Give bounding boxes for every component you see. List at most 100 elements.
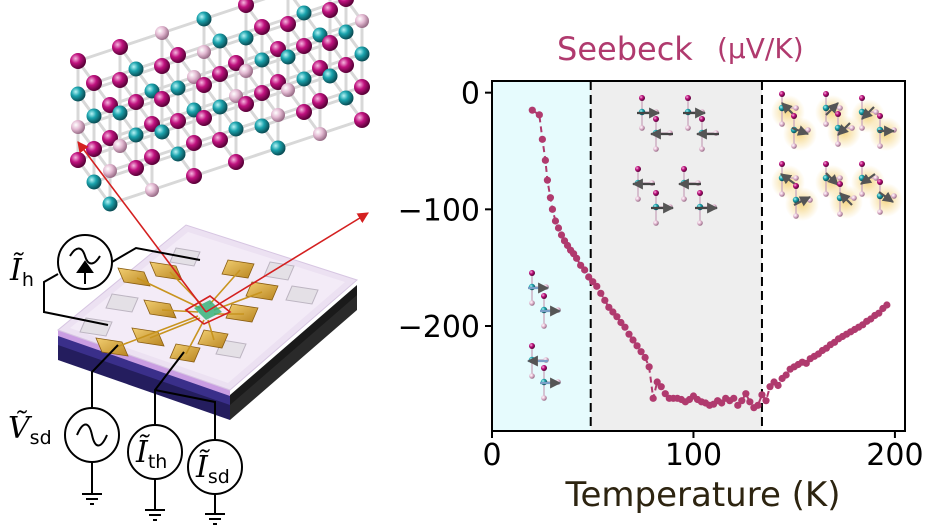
data-point <box>593 282 601 290</box>
atom <box>653 116 659 122</box>
atom <box>238 96 254 112</box>
atom <box>70 53 86 69</box>
data-point <box>548 205 557 213</box>
atom <box>823 161 829 167</box>
atom <box>354 46 370 62</box>
atom <box>891 193 897 199</box>
atom <box>112 39 128 55</box>
atom <box>823 91 829 97</box>
spin-arrow <box>793 196 811 207</box>
atom <box>186 135 202 151</box>
data-point <box>605 303 613 311</box>
atom <box>635 166 641 172</box>
atom <box>112 105 128 121</box>
chart-title-unit: (μV/K) <box>717 32 804 65</box>
data-point <box>649 394 657 402</box>
atom <box>338 90 354 106</box>
atom <box>835 141 841 147</box>
atom <box>541 323 547 329</box>
atom <box>270 74 286 90</box>
atom <box>877 209 883 215</box>
atom <box>529 270 535 276</box>
data-point <box>661 390 669 398</box>
data-point <box>754 401 762 409</box>
atom <box>296 71 312 87</box>
atom <box>102 196 118 212</box>
atom <box>793 213 799 219</box>
data-point <box>730 394 738 402</box>
ground-icon <box>205 513 225 525</box>
chart-title: Seebeck <box>557 30 693 68</box>
data-point <box>657 383 665 391</box>
atom <box>779 121 785 127</box>
heater-current-label: Ĩh <box>9 252 34 291</box>
data-point <box>802 359 810 367</box>
spin-glow <box>869 183 903 217</box>
data-point <box>738 397 746 405</box>
atom <box>681 166 687 172</box>
data-point <box>742 390 750 398</box>
data-point <box>883 301 891 309</box>
atom <box>86 141 102 157</box>
atom <box>837 181 843 187</box>
spin-arrow <box>781 102 795 116</box>
x-tick-label: 0 <box>482 438 501 473</box>
atom <box>144 149 160 165</box>
atom <box>228 154 244 170</box>
data-point <box>766 383 774 391</box>
atom <box>254 52 270 68</box>
atom <box>170 80 186 96</box>
data-point <box>577 261 585 269</box>
atom <box>639 95 645 101</box>
data-point <box>585 273 593 281</box>
spin-arrow <box>791 125 810 136</box>
sd-current-label: Ĩsd <box>195 449 230 488</box>
y-tick-label: −100 <box>398 193 480 228</box>
atom <box>113 139 127 153</box>
atom <box>699 116 705 122</box>
spin-glow <box>829 185 863 219</box>
atom <box>281 83 295 97</box>
atom <box>529 300 535 306</box>
data-point <box>637 348 645 356</box>
atom <box>296 5 312 21</box>
spin-configuration-icon <box>771 91 903 221</box>
atom <box>697 220 703 226</box>
atom <box>238 0 254 13</box>
atom <box>197 45 211 59</box>
atom <box>296 38 312 54</box>
atom <box>155 26 169 40</box>
data-point <box>613 313 621 321</box>
atom <box>541 293 547 299</box>
spin-configuration-icon <box>526 270 562 401</box>
spin-arrow <box>825 172 839 186</box>
atom <box>170 113 186 129</box>
data-point <box>538 135 546 143</box>
data-point <box>734 401 742 409</box>
atom <box>154 91 170 107</box>
data-point <box>554 224 563 232</box>
data-point <box>629 336 637 344</box>
data-point <box>546 194 555 202</box>
ac-source-icon <box>69 247 101 265</box>
data-point <box>641 353 649 362</box>
atom <box>86 174 102 190</box>
atom <box>271 108 285 122</box>
spin-glow <box>785 187 819 221</box>
atom <box>858 174 866 182</box>
atom <box>238 30 254 46</box>
atom <box>653 190 659 196</box>
atom <box>212 99 228 115</box>
atom <box>779 161 785 167</box>
atom <box>354 112 370 128</box>
atom <box>128 127 144 143</box>
atom <box>170 47 186 63</box>
atom <box>355 14 369 28</box>
atom <box>270 140 286 156</box>
ground-icon <box>145 509 165 521</box>
x-tick-label: 100 <box>665 438 722 473</box>
atom <box>822 104 830 112</box>
atom <box>793 175 799 181</box>
atom <box>858 108 866 116</box>
data-point <box>758 391 766 399</box>
